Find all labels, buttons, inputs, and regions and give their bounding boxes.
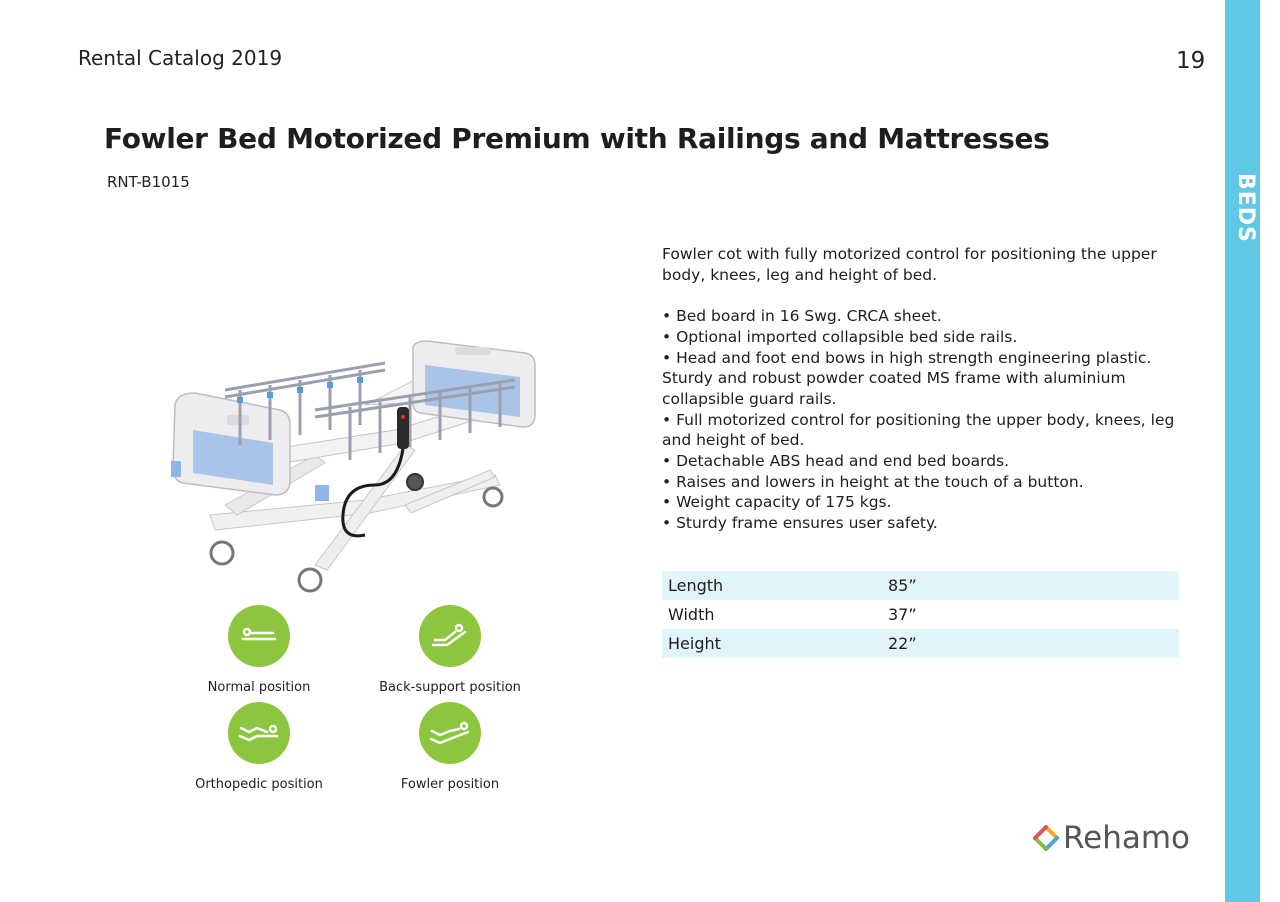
spec-value: 85” — [888, 571, 1179, 600]
product-description: Fowler cot with fully motorized control … — [662, 244, 1202, 534]
position-label: Orthopedic position — [195, 777, 323, 792]
feature-item: • Weight capacity of 175 kgs. — [662, 493, 892, 512]
brand-name: Rehamo — [1063, 820, 1191, 856]
spec-name: Width — [668, 605, 715, 624]
feature-item: • Sturdy frame ensures user safety. — [662, 514, 938, 533]
normal-position-icon — [228, 605, 290, 667]
fowler-position-icon — [419, 702, 481, 764]
feature-item: • Bed board in 16 Swg. CRCA sheet. — [662, 307, 942, 326]
feature-item: • Head and foot end bows in high strengt… — [662, 348, 1152, 408]
position-label: Fowler position — [400, 777, 500, 792]
position-orthopedic: Orthopedic position — [159, 702, 359, 792]
feature-item: • Full motorized control for positioning… — [662, 410, 1175, 450]
feature-item: • Raises and lowers in height at the tou… — [662, 472, 1084, 491]
position-label: Normal position — [207, 680, 311, 695]
feature-item: • Detachable ABS head and end bed boards… — [662, 452, 1010, 471]
product-code: RNT-B1015 — [107, 173, 190, 191]
spec-name: Length — [662, 571, 888, 600]
description-intro: Fowler cot with fully motorized control … — [662, 245, 1157, 284]
brand-logo: Rehamo — [1033, 818, 1190, 858]
product-title: Fowler Bed Motorized Premium with Railin… — [104, 122, 1050, 155]
back-support-position-icon — [419, 605, 481, 667]
position-fowler: Fowler position — [350, 702, 550, 792]
page-number: 19 — [1176, 48, 1206, 74]
spec-value: 37” — [888, 605, 917, 624]
side-tab-label: BEDS — [1233, 173, 1258, 243]
spec-value: 22” — [888, 629, 1179, 658]
side-tab-strip — [1225, 0, 1260, 902]
position-label: Back-support position — [379, 680, 521, 695]
orthopedic-position-icon — [228, 702, 290, 764]
table-row: Length 85” — [662, 571, 1179, 600]
spec-name: Height — [662, 629, 888, 658]
specs-table: Length 85” Width 37” Height 22” — [662, 571, 1179, 658]
rehamo-logo-icon — [1033, 825, 1059, 851]
table-row: Height 22” — [662, 629, 1179, 658]
table-row: Width 37” — [662, 600, 1179, 629]
catalog-title: Rental Catalog 2019 — [78, 46, 283, 70]
position-back-support: Back-support position — [350, 605, 550, 695]
feature-item: • Optional imported collapsible bed side… — [662, 327, 1018, 346]
position-normal: Normal position — [159, 605, 359, 695]
fowler-bed-image — [171, 340, 536, 593]
